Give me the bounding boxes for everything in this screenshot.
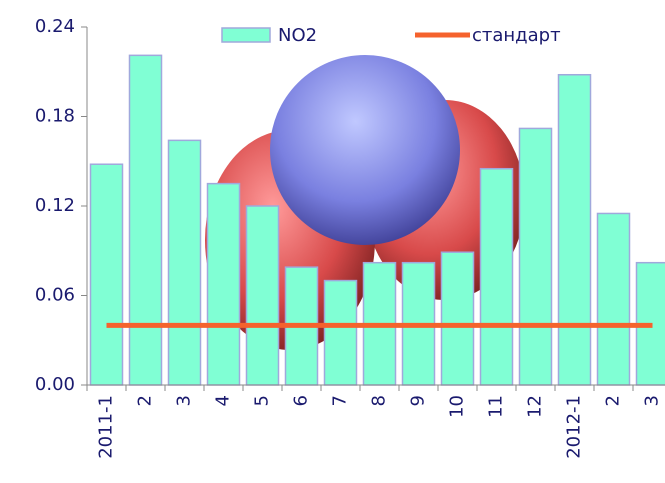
bar: [518, 127, 553, 386]
bar: [128, 54, 163, 386]
x-tick-label: 3: [642, 395, 663, 406]
bar: [206, 182, 241, 386]
bar: [89, 163, 124, 386]
bar: [557, 73, 592, 386]
y-tick-label: 0.00: [35, 374, 75, 395]
x-tick-label: 10: [447, 395, 468, 418]
x-tick-label: 4: [213, 395, 234, 406]
bar: [323, 279, 358, 386]
y-tick-label: 0.12: [35, 195, 75, 216]
x-tick-label: 2: [603, 395, 624, 406]
x-tick-label: 3: [174, 395, 195, 406]
bar: [167, 139, 202, 386]
legend-label: NO2: [278, 25, 317, 46]
bar: [440, 251, 475, 386]
bar: [596, 212, 631, 386]
legend-label: стандарт: [472, 25, 561, 46]
x-tick-label: 12: [525, 395, 546, 418]
y-tick-label: 0.06: [35, 285, 75, 306]
x-tick-label: 5: [252, 395, 273, 406]
x-tick-label: 2: [135, 395, 156, 406]
x-tick-label: 11: [486, 395, 507, 418]
x-tick-label: 9: [408, 395, 429, 406]
x-tick-label: 8: [369, 395, 390, 406]
x-tick-label: 6: [291, 395, 312, 406]
bar: [479, 167, 514, 386]
x-tick-label: 2012-1: [564, 395, 585, 459]
x-tick-label: 2011-1: [96, 395, 117, 459]
y-tick-label: 0.24: [35, 16, 75, 37]
x-tick-label: 7: [330, 395, 351, 406]
bar: [245, 205, 280, 386]
y-tick-label: 0.18: [35, 106, 75, 127]
legend-swatch: [221, 27, 271, 43]
